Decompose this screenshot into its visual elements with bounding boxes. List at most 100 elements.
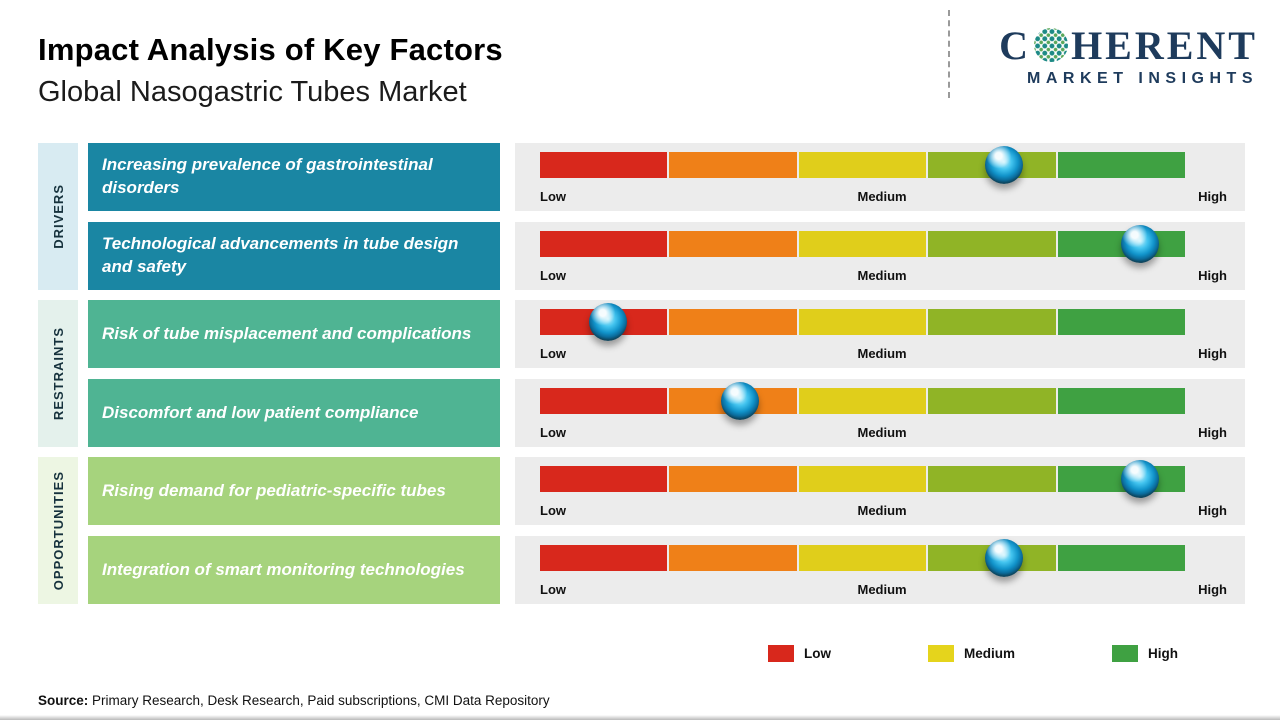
factor-label: Discomfort and low patient compliance <box>88 379 500 447</box>
scale-low-label: Low <box>540 425 566 440</box>
impact-scale: Low Medium High <box>515 143 1245 211</box>
factor-label: Rising demand for pediatric-specific tub… <box>88 457 500 525</box>
bar-segment-low-medium <box>669 309 797 335</box>
bar-segment-medium <box>798 152 927 178</box>
legend-swatch-high <box>1111 645 1138 662</box>
scale-labels: Low Medium High <box>540 503 1227 518</box>
factor-label: Integration of smart monitoring technolo… <box>88 536 500 604</box>
bar-segment-medium-high <box>928 309 1056 335</box>
legend-swatch-medium <box>927 645 954 662</box>
factor-row: Discomfort and low patient compliance Lo… <box>88 379 1245 447</box>
factor-label: Risk of tube misplacement and complicati… <box>88 300 500 368</box>
scale-medium-label: Medium <box>857 268 907 283</box>
bar-segment-low <box>540 152 668 178</box>
impact-scale: Low Medium High <box>515 379 1245 447</box>
scale-high-label: High <box>1198 189 1227 204</box>
legend: Low Medium High <box>768 645 1178 662</box>
impact-bar <box>540 539 1186 577</box>
bar-segment-medium-high <box>928 466 1056 492</box>
impact-bar <box>540 460 1186 498</box>
scale-labels: Low Medium High <box>540 346 1227 361</box>
impact-scale: Low Medium High <box>515 457 1245 525</box>
scale-labels: Low Medium High <box>540 189 1227 204</box>
bar-segment-high <box>1057 388 1186 414</box>
group-label-drivers: DRIVERS <box>38 143 78 290</box>
factor-row: Rising demand for pediatric-specific tub… <box>88 457 1245 525</box>
scale-high-label: High <box>1198 425 1227 440</box>
impact-bar <box>540 303 1186 341</box>
legend-label-medium: Medium <box>963 646 1015 661</box>
impact-scale: Low Medium High <box>515 300 1245 368</box>
impact-bar <box>540 146 1186 184</box>
scale-low-label: Low <box>540 189 566 204</box>
factor-text: Risk of tube misplacement and complicati… <box>102 323 472 343</box>
factor-text: Rising demand for pediatric-specific tub… <box>102 480 446 500</box>
legend-label-low: Low <box>804 646 831 661</box>
bar-segment-low <box>540 545 668 571</box>
scale-high-label: High <box>1198 268 1227 283</box>
factor-row: Technological advancements in tube desig… <box>88 222 1245 290</box>
group-label-text: RESTRAINTS <box>50 326 66 421</box>
factor-text: Technological advancements in tube desig… <box>102 234 459 276</box>
brand-name-end: HERENT <box>1071 23 1258 68</box>
scale-low-label: Low <box>540 346 566 361</box>
factor-row: Integration of smart monitoring technolo… <box>88 536 1245 604</box>
bar-segment-high <box>1057 152 1186 178</box>
factor-label: Increasing prevalence of gastrointestina… <box>88 143 500 211</box>
brand-logo: C HERENT MARKET INSIGHTS <box>999 26 1258 88</box>
coherent-globe-icon <box>1034 28 1069 62</box>
bar-segment-high <box>1057 545 1186 571</box>
bar-segment-medium-high <box>928 388 1056 414</box>
scale-high-label: High <box>1198 503 1227 518</box>
group-label-text: OPPORTUNITIES <box>50 470 66 591</box>
scale-low-label: Low <box>540 503 566 518</box>
scale-high-label: High <box>1198 582 1227 597</box>
scale-medium-label: Medium <box>857 425 907 440</box>
bar-segment-medium <box>798 388 927 414</box>
impact-scale: Low Medium High <box>515 222 1245 290</box>
scale-labels: Low Medium High <box>540 425 1227 440</box>
scale-high-label: High <box>1198 346 1227 361</box>
brand-tagline: MARKET INSIGHTS <box>1027 70 1258 87</box>
impact-bar <box>540 382 1186 420</box>
bar-segment-high <box>1057 309 1186 335</box>
scale-medium-label: Medium <box>857 503 907 518</box>
header: Impact Analysis of Key Factors Global Na… <box>38 32 503 109</box>
impact-marker <box>1120 460 1159 498</box>
logo-divider <box>948 10 950 98</box>
scale-labels: Low Medium High <box>540 268 1227 283</box>
impact-marker <box>720 382 759 420</box>
source-note: Source: Primary Research, Desk Research,… <box>38 693 550 708</box>
bar-segment-low-medium <box>669 466 797 492</box>
bar-segment-low-medium <box>669 152 797 178</box>
scale-medium-label: Medium <box>857 582 907 597</box>
factor-row: Increasing prevalence of gastrointestina… <box>88 143 1245 211</box>
bar-segment-medium <box>798 466 927 492</box>
factor-label: Technological advancements in tube desig… <box>88 222 500 290</box>
factor-text: Integration of smart monitoring technolo… <box>102 559 465 579</box>
source-prefix: Source: <box>38 693 89 708</box>
bar-segment-low <box>540 466 668 492</box>
bar-segment-low <box>540 231 668 257</box>
scale-low-label: Low <box>540 582 566 597</box>
impact-marker <box>1120 225 1159 263</box>
page-title: Impact Analysis of Key Factors <box>38 32 503 67</box>
legend-item-medium: Medium <box>927 645 1015 662</box>
factor-text: Discomfort and low patient compliance <box>102 402 419 422</box>
group-label-opportunities: OPPORTUNITIES <box>38 457 78 604</box>
brand-name-start: C <box>999 23 1032 68</box>
factor-row: Risk of tube misplacement and complicati… <box>88 300 1245 368</box>
scale-medium-label: Medium <box>857 346 907 361</box>
scale-labels: Low Medium High <box>540 582 1227 597</box>
impact-scale: Low Medium High <box>515 536 1245 604</box>
scale-medium-label: Medium <box>857 189 907 204</box>
bar-segment-medium <box>798 231 927 257</box>
legend-item-high: High <box>1111 645 1178 662</box>
source-text: Primary Research, Desk Research, Paid su… <box>88 693 550 708</box>
scale-low-label: Low <box>540 268 566 283</box>
bar-segment-medium <box>798 545 927 571</box>
group-label-text: DRIVERS <box>50 184 66 249</box>
bar-segment-low-medium <box>669 231 797 257</box>
legend-swatch-low <box>768 645 794 662</box>
